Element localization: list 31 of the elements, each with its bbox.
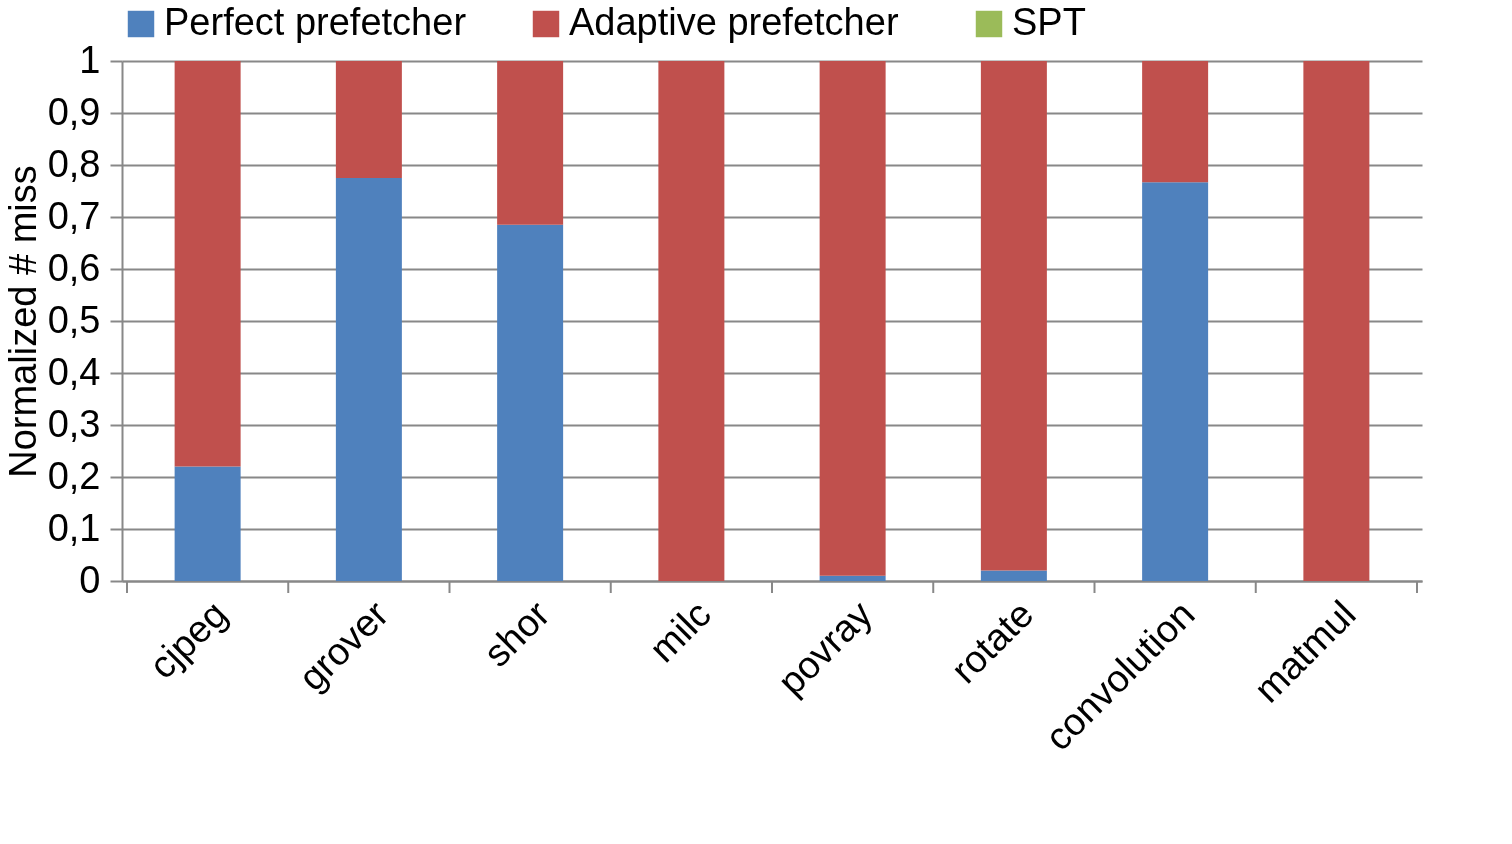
bar bbox=[1303, 61, 1370, 581]
y-tick-label: 0,3 bbox=[47, 402, 101, 445]
y-tick-label: 0,1 bbox=[47, 506, 101, 549]
bar bbox=[658, 61, 725, 581]
y-tick-label: 0,7 bbox=[47, 194, 101, 237]
y-tick-label: 1 bbox=[79, 38, 101, 81]
y-tick-label: 0,6 bbox=[47, 246, 101, 289]
bar bbox=[980, 570, 1047, 581]
bar bbox=[335, 61, 402, 178]
legend-label: Perfect prefetcher bbox=[164, 1, 467, 43]
bar bbox=[980, 61, 1047, 571]
bar bbox=[1142, 182, 1209, 581]
bar bbox=[819, 575, 886, 581]
y-tick-label: 0,5 bbox=[47, 298, 101, 341]
y-axis-title: Normalized # miss bbox=[1, 165, 44, 478]
bar bbox=[174, 61, 241, 467]
y-tick-label: 0,9 bbox=[47, 90, 101, 133]
legend-label: SPT bbox=[1012, 1, 1086, 43]
bar bbox=[497, 61, 564, 225]
y-tick-label: 0,4 bbox=[47, 350, 101, 393]
bar bbox=[335, 178, 402, 581]
bar bbox=[174, 466, 241, 581]
legend-label: Adaptive prefetcher bbox=[569, 1, 899, 43]
x-tick-label: shor bbox=[475, 592, 558, 675]
y-tick-label: 0 bbox=[79, 558, 101, 601]
bar bbox=[819, 61, 886, 576]
y-tick-label: 0,8 bbox=[47, 142, 101, 185]
bar bbox=[1142, 61, 1209, 183]
x-tick-label: milc bbox=[641, 592, 719, 671]
bar bbox=[497, 224, 564, 581]
y-tick-label: 0,2 bbox=[47, 454, 101, 497]
